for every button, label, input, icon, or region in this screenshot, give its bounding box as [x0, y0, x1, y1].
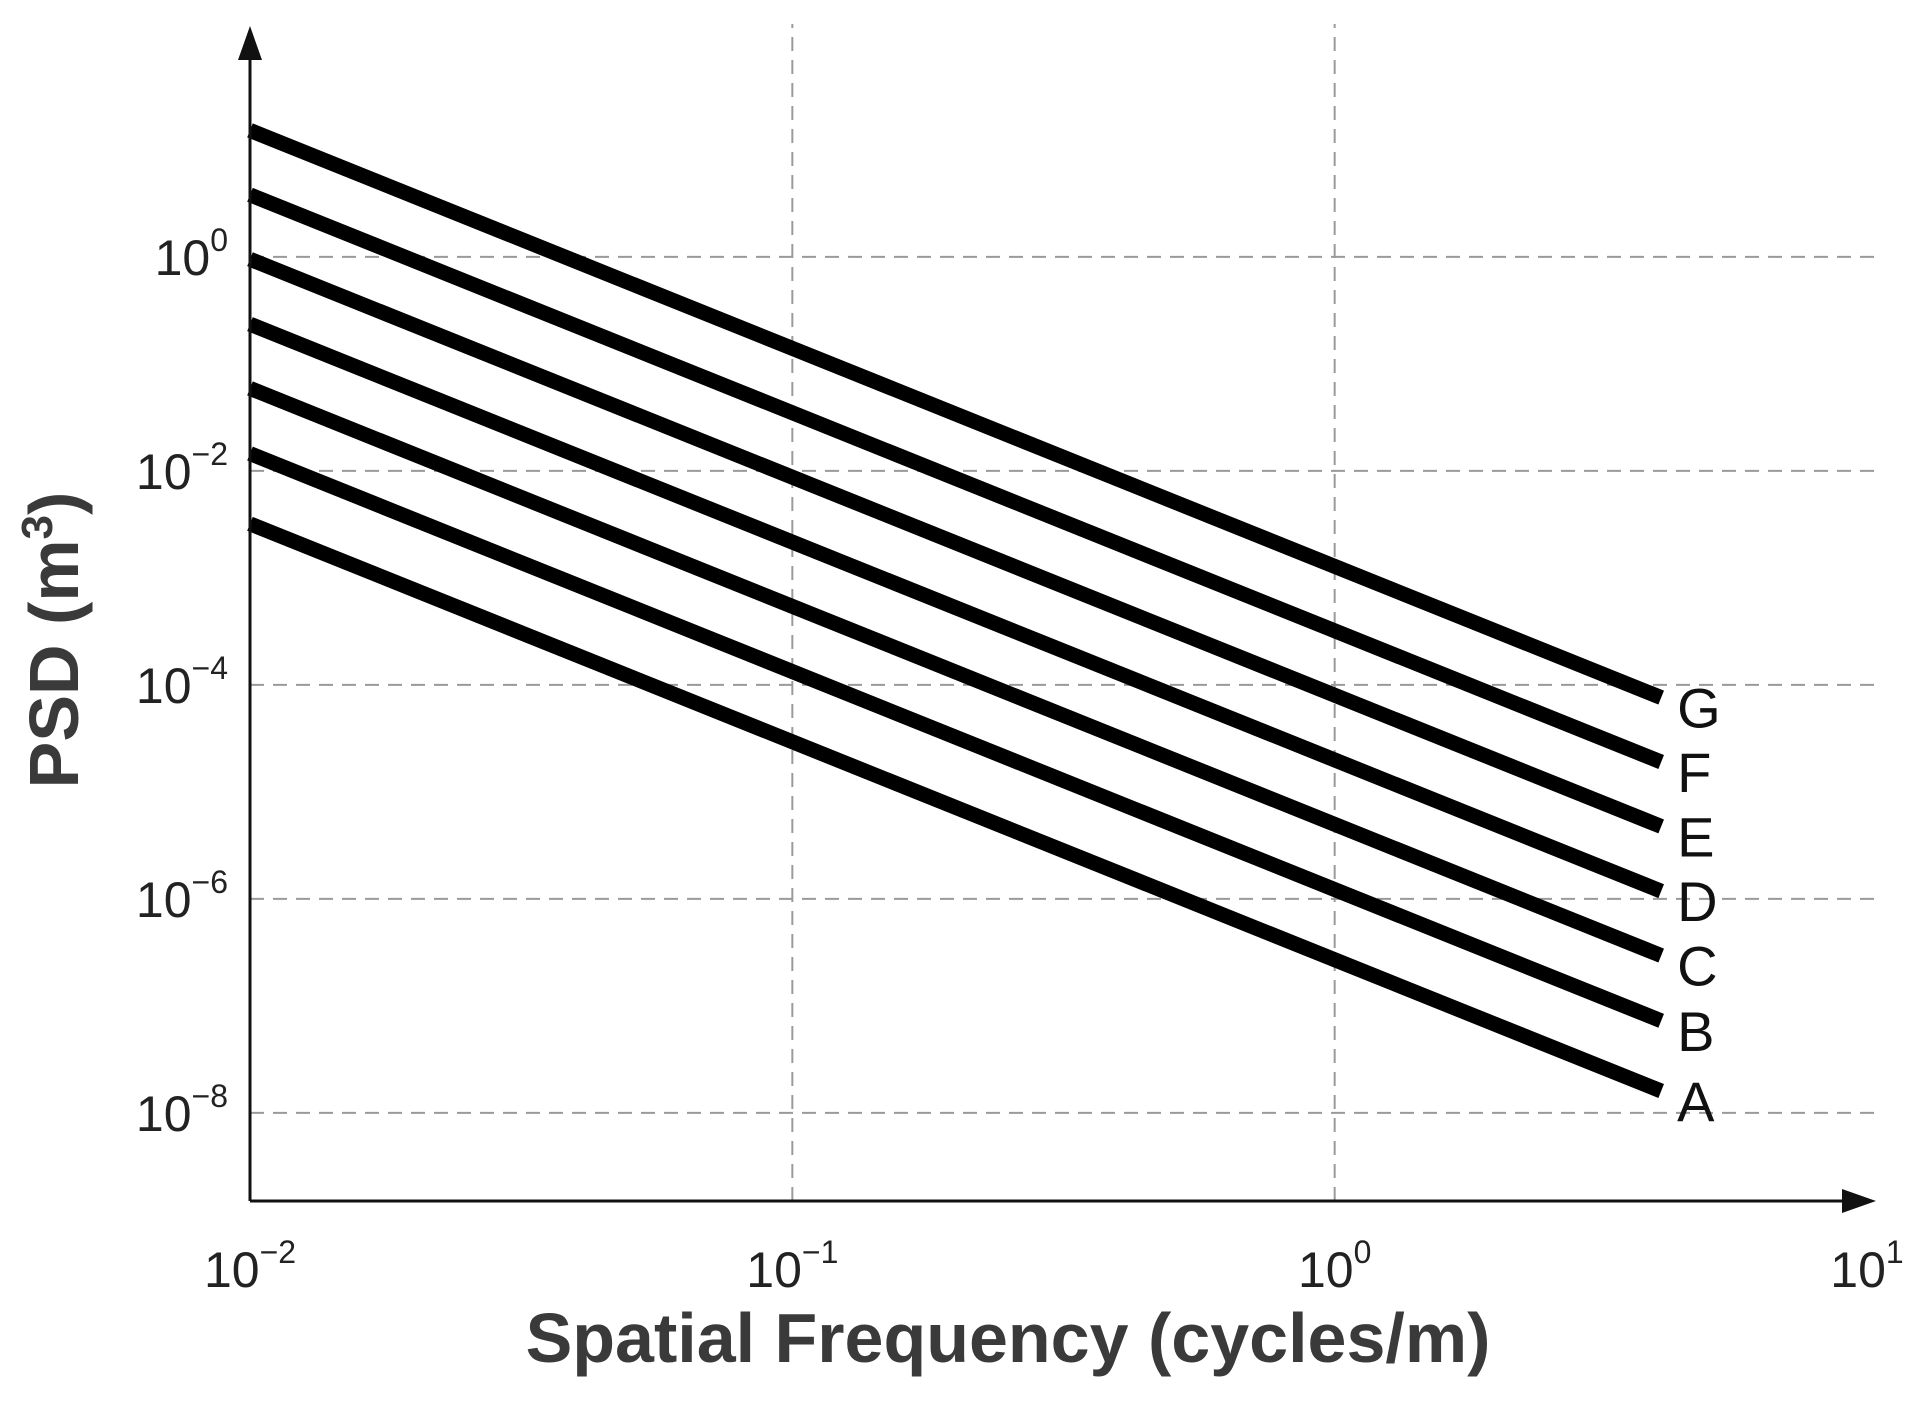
y-axis-title-sup: 3 — [13, 515, 62, 539]
y-tick-label: 100 — [155, 222, 228, 286]
series-line-f — [247, 187, 1664, 769]
x-axis-arrow — [1842, 1189, 1876, 1213]
x-tick-label: 100 — [1298, 1234, 1371, 1298]
series-label-g: G — [1677, 677, 1721, 740]
y-tick-label: 10−8 — [136, 1078, 228, 1142]
series-label-d: D — [1677, 870, 1717, 933]
grid-layer — [250, 24, 1880, 1201]
series-label-e: E — [1677, 805, 1714, 868]
series-label-f: F — [1677, 741, 1711, 804]
x-tick-label: 10−1 — [746, 1234, 838, 1298]
x-tick-label: 10−2 — [204, 1234, 296, 1298]
series-line-c — [247, 381, 1664, 963]
y-axis-title-suffix: ) — [15, 492, 93, 515]
x-tick-label: 101 — [1830, 1234, 1903, 1298]
y-axis-title-prefix: PSD (m — [15, 539, 93, 788]
series-layer — [247, 123, 1664, 1098]
series-line-d — [247, 317, 1664, 899]
series-line-a — [247, 516, 1664, 1098]
y-tick-label: 10−6 — [136, 864, 228, 928]
y-axis-arrow — [238, 26, 262, 60]
series-label-a: A — [1677, 1070, 1715, 1133]
series-label-c: C — [1677, 935, 1717, 998]
y-axis-title: PSD (m3) — [13, 492, 93, 789]
series-label-b: B — [1677, 1000, 1714, 1063]
axes-layer — [238, 26, 1876, 1213]
y-tick-label: 10−2 — [136, 436, 228, 500]
series-line-g — [247, 123, 1664, 705]
series-line-b — [247, 446, 1664, 1028]
series-line-e — [247, 252, 1664, 834]
y-tick-label: 10−4 — [136, 650, 228, 714]
tick-label-layer: 10−2 10−1 100 101 100 10−2 10−4 10−6 10−8 — [136, 222, 1904, 1298]
x-axis-title: Spatial Frequency (cycles/m) — [526, 1299, 1491, 1377]
